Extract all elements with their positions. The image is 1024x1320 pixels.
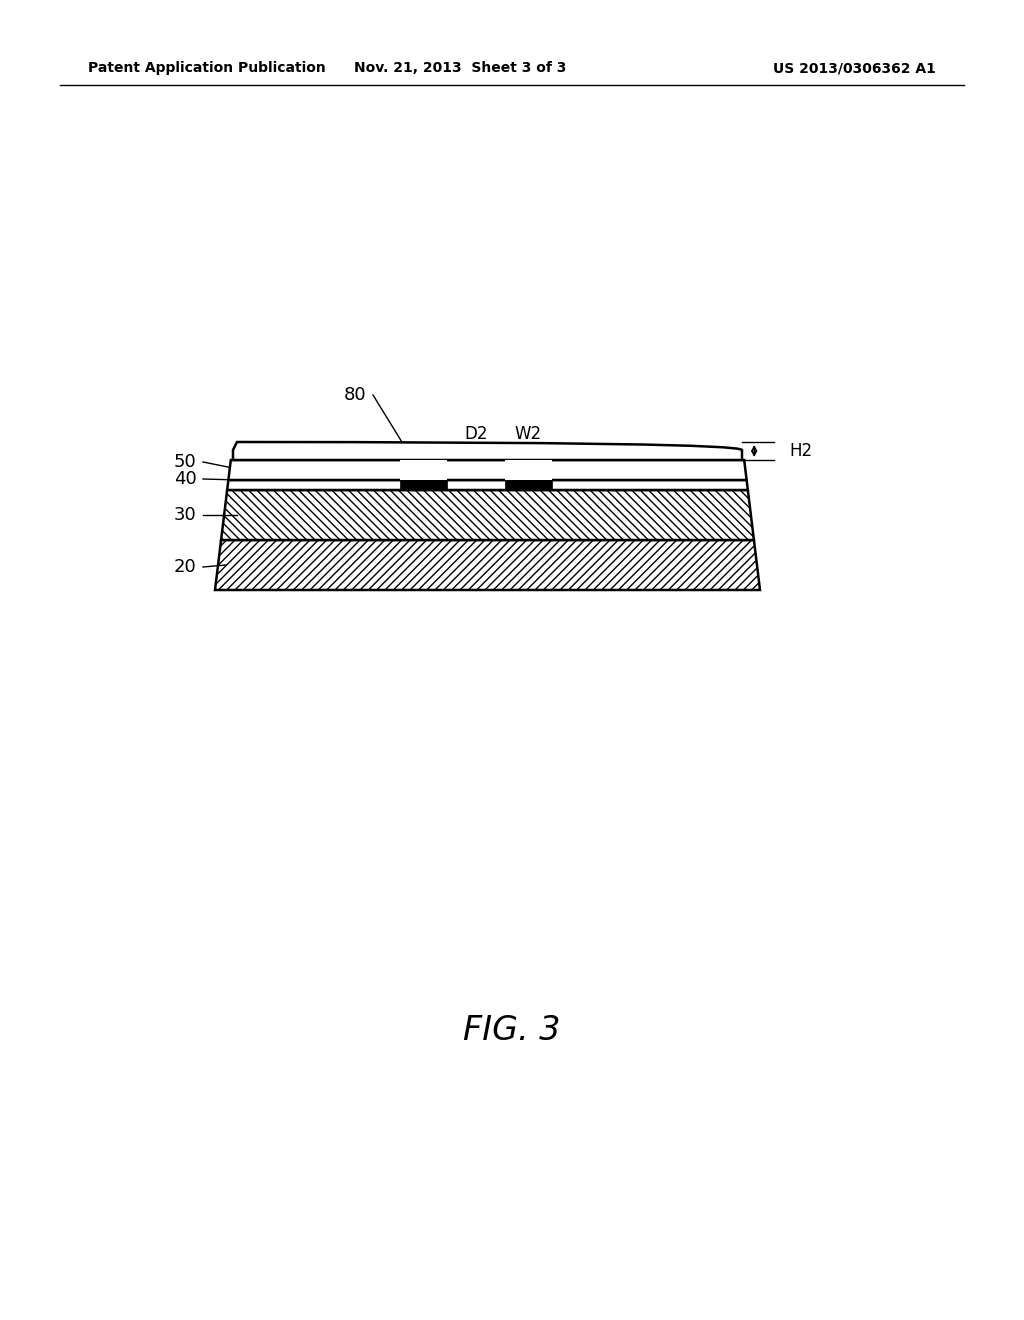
Text: Nov. 21, 2013  Sheet 3 of 3: Nov. 21, 2013 Sheet 3 of 3 [354, 61, 566, 75]
Text: FIG. 3: FIG. 3 [463, 1014, 561, 1047]
Text: 40: 40 [174, 470, 197, 488]
Bar [505, 480, 552, 490]
Text: 80: 80 [344, 385, 367, 404]
Text: Patent Application Publication: Patent Application Publication [88, 61, 326, 75]
Polygon shape [221, 490, 754, 540]
Text: W2: W2 [515, 425, 542, 444]
Bar [505, 459, 552, 480]
Text: 30: 30 [174, 506, 197, 524]
Polygon shape [215, 540, 760, 590]
Text: 20: 20 [174, 558, 197, 576]
Text: US 2013/0306362 A1: US 2013/0306362 A1 [773, 61, 936, 75]
Polygon shape [228, 459, 746, 480]
Bar [400, 480, 447, 490]
Text: H2: H2 [790, 442, 812, 459]
Bar [400, 459, 447, 480]
Polygon shape [227, 480, 748, 490]
Text: 50: 50 [174, 453, 197, 471]
PathPatch shape [233, 442, 742, 459]
Text: D2: D2 [464, 425, 487, 444]
